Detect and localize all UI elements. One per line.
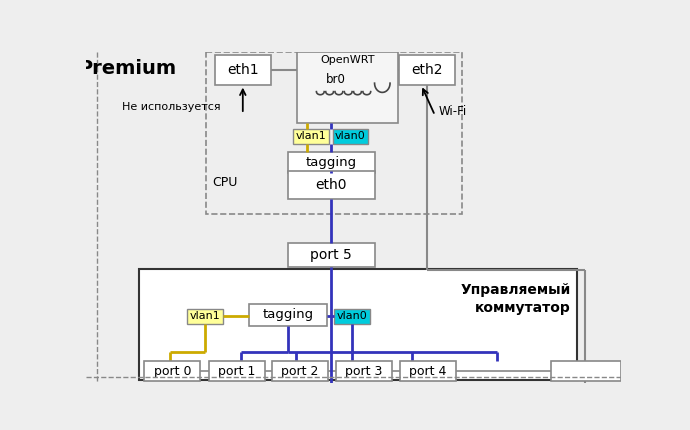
Text: Wi-Fi: Wi-Fi — [439, 105, 467, 118]
Text: tagging: tagging — [306, 156, 357, 169]
Bar — [400, 361, 456, 381]
Bar — [297, 52, 398, 123]
Bar — [208, 361, 264, 381]
Text: Управляемый
коммутатор: Управляемый коммутатор — [460, 283, 571, 315]
Bar — [144, 361, 200, 381]
Text: port 4: port 4 — [409, 365, 446, 378]
Text: tagging: tagging — [262, 308, 313, 322]
Bar — [334, 309, 370, 324]
Text: eth1: eth1 — [227, 63, 259, 77]
Text: port 3: port 3 — [345, 365, 382, 378]
Text: vlan1: vlan1 — [295, 131, 326, 141]
Bar — [400, 55, 455, 85]
Bar — [249, 304, 326, 326]
Text: port 0: port 0 — [153, 365, 191, 378]
Bar — [336, 361, 392, 381]
Text: port 2: port 2 — [282, 365, 319, 378]
Text: OpenWRT: OpenWRT — [320, 55, 375, 65]
Text: Premium: Premium — [79, 58, 177, 77]
Text: vlan0: vlan0 — [335, 131, 366, 141]
Bar — [273, 361, 328, 381]
Text: vlan0: vlan0 — [337, 311, 368, 322]
Text: port 5: port 5 — [310, 248, 352, 262]
Text: vlan1: vlan1 — [190, 311, 220, 322]
Text: eth0: eth0 — [315, 178, 347, 192]
Bar — [206, 52, 462, 214]
Bar — [288, 152, 375, 173]
Text: CPU: CPU — [212, 176, 237, 189]
Bar — [139, 269, 577, 381]
Bar — [288, 171, 375, 199]
Bar — [187, 309, 223, 324]
Text: eth2: eth2 — [411, 63, 443, 77]
Bar — [333, 129, 368, 144]
Text: Не используется: Не используется — [122, 102, 221, 112]
Text: port 1: port 1 — [218, 365, 255, 378]
Bar — [293, 129, 329, 144]
Bar — [551, 361, 621, 381]
Bar — [215, 55, 270, 85]
Text: br0: br0 — [326, 73, 346, 86]
Bar — [288, 243, 375, 267]
